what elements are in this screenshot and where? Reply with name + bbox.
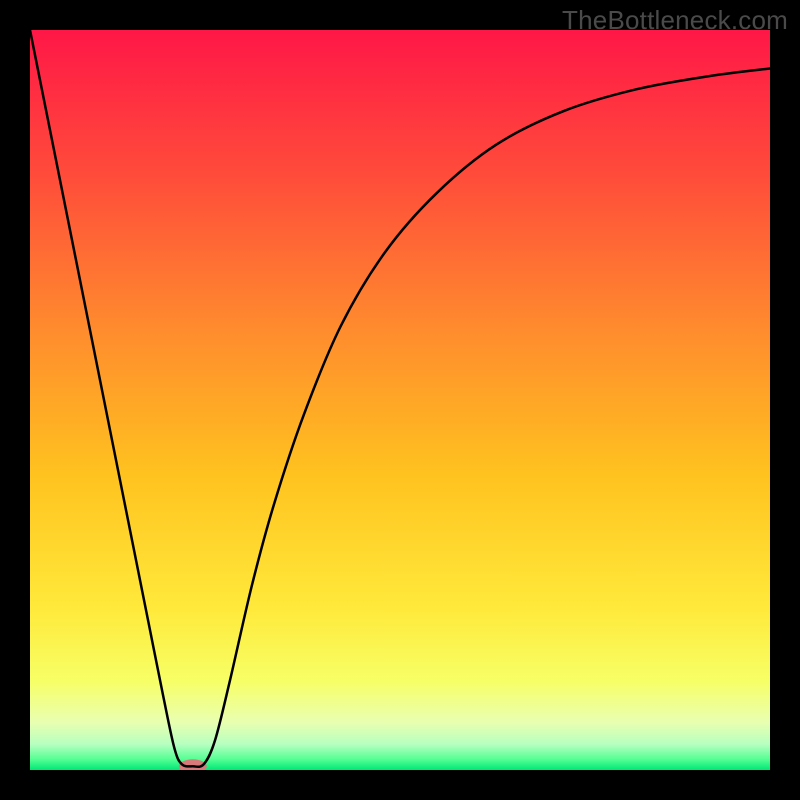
chart-frame: TheBottleneck.com bbox=[0, 0, 800, 800]
chart-background bbox=[30, 30, 770, 770]
bottleneck-chart bbox=[0, 0, 800, 800]
chart-canvas-wrap bbox=[0, 0, 800, 800]
